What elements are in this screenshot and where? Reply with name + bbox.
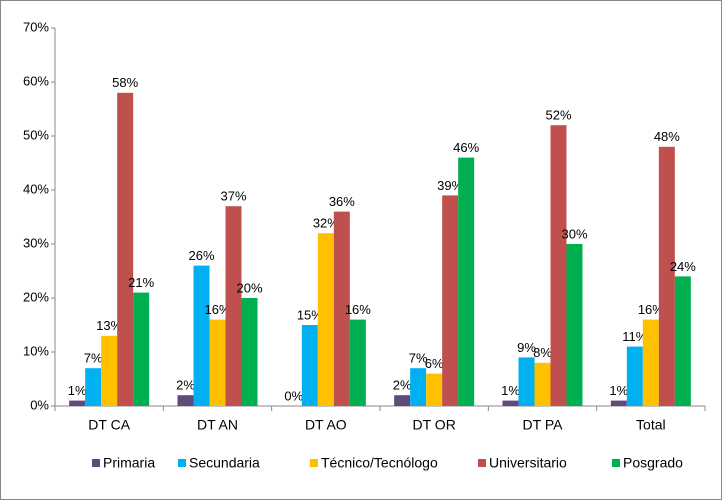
bar — [301, 325, 318, 406]
bar — [534, 362, 551, 406]
y-tick-label: 0% — [30, 397, 49, 412]
x-tick-label: DT PA — [523, 417, 564, 433]
legend-label: Primaria — [103, 455, 155, 471]
value-label: 1% — [609, 383, 628, 398]
bar — [626, 346, 643, 406]
value-label: 0% — [284, 388, 303, 403]
value-label: 37% — [220, 189, 246, 204]
y-tick-label: 20% — [23, 289, 49, 304]
y-tick-label: 50% — [23, 127, 49, 142]
value-label: 16% — [204, 302, 230, 317]
bar — [550, 125, 567, 406]
x-tick-label: Total — [636, 417, 666, 433]
bar — [349, 319, 366, 406]
bar — [458, 157, 475, 406]
bar — [209, 319, 226, 406]
value-label: 2% — [393, 378, 412, 393]
value-label: 26% — [188, 248, 214, 263]
x-tick-label: DT AO — [305, 417, 347, 433]
y-tick-label: 10% — [23, 343, 49, 358]
bar — [394, 395, 411, 406]
value-label: 30% — [561, 226, 587, 241]
legend-swatch — [612, 459, 620, 467]
bar — [658, 146, 675, 407]
value-label: 8% — [533, 345, 552, 360]
bar — [85, 368, 102, 406]
bar — [566, 244, 583, 406]
value-label: 46% — [453, 140, 479, 155]
y-tick-label: 40% — [23, 181, 49, 196]
value-label: 1% — [68, 383, 87, 398]
legend-swatch — [92, 459, 100, 467]
value-label: 6% — [425, 356, 444, 371]
bar — [518, 357, 535, 406]
value-label: 16% — [345, 302, 371, 317]
bar — [442, 195, 459, 406]
bar — [317, 233, 334, 406]
legend-label: Secundaria — [189, 455, 260, 471]
value-label: 52% — [545, 108, 571, 123]
bar — [133, 292, 150, 406]
value-label: 32% — [313, 216, 339, 231]
bar — [177, 395, 194, 406]
bar — [426, 373, 443, 406]
bar — [193, 265, 210, 406]
bar — [410, 368, 427, 406]
x-tick-label: DT OR — [413, 417, 456, 433]
x-tick-label: DT AN — [197, 417, 238, 433]
y-tick-label: 70% — [23, 19, 49, 34]
value-label: 11% — [622, 329, 647, 344]
bar — [101, 335, 118, 406]
value-label: 15% — [297, 307, 323, 322]
bar — [502, 400, 519, 406]
bar — [333, 211, 350, 406]
value-label: 9% — [517, 340, 536, 355]
value-label: 24% — [670, 259, 696, 274]
value-label: 7% — [84, 351, 103, 366]
value-label: 1% — [501, 383, 520, 398]
value-label: 7% — [409, 351, 428, 366]
value-label: 2% — [176, 378, 195, 393]
value-label: 13% — [96, 318, 122, 333]
bar — [241, 298, 258, 406]
value-label: 48% — [654, 129, 680, 144]
bar — [674, 276, 691, 406]
legend-swatch — [310, 459, 318, 467]
value-label: 20% — [236, 280, 262, 295]
y-tick-label: 30% — [23, 235, 49, 250]
x-tick-label: DT CA — [88, 417, 130, 433]
legend-label: Posgrado — [623, 455, 683, 471]
bar — [642, 319, 659, 406]
bar — [117, 92, 134, 407]
value-label: 58% — [112, 75, 138, 90]
bar — [225, 206, 242, 406]
value-label: 16% — [638, 302, 664, 317]
legend-swatch — [478, 459, 486, 467]
value-label: 21% — [128, 275, 154, 290]
bar — [610, 400, 627, 406]
bar — [69, 400, 86, 406]
legend-label: Universitario — [489, 455, 567, 471]
legend-swatch — [178, 459, 186, 467]
legend-label: Técnico/Tecnólogo — [321, 455, 438, 471]
value-label: 39% — [437, 178, 463, 193]
value-label: 36% — [329, 194, 355, 209]
y-tick-label: 60% — [23, 73, 49, 88]
